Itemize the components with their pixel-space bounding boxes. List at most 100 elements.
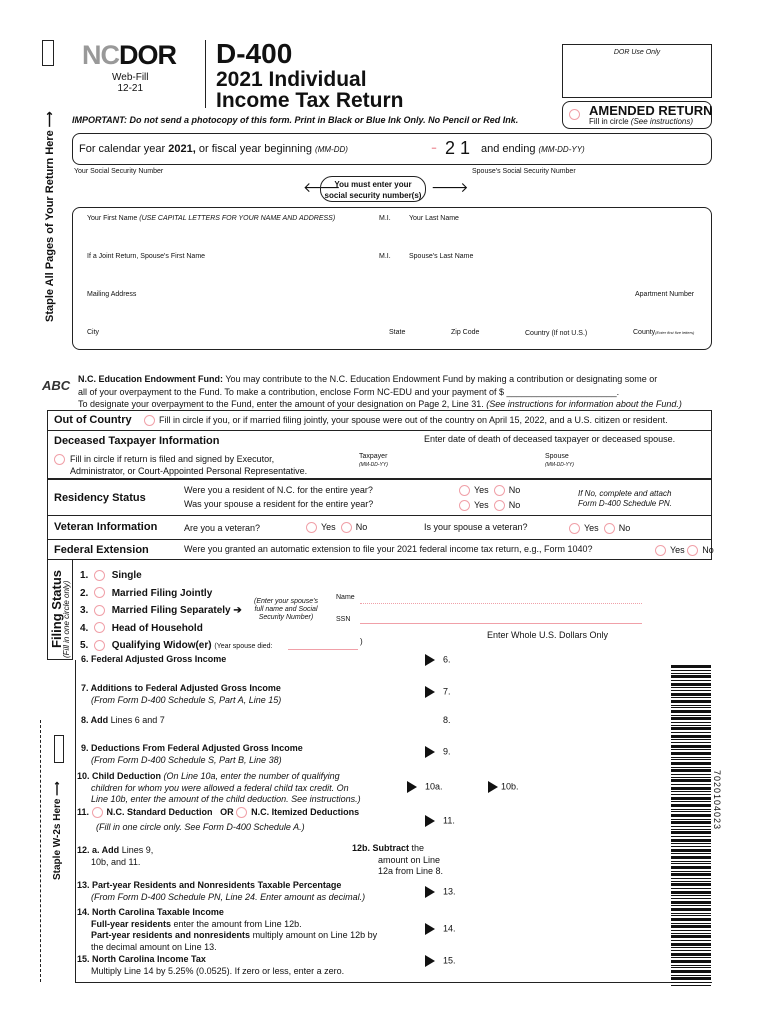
l12b3: 12a from Line 8. <box>378 866 444 876</box>
edu-line2: all of your overpayment to the Fund. To … <box>78 386 620 397</box>
barcode-bar <box>671 665 711 668</box>
amended-return[interactable]: AMENDED RETURN Fill in circle (See instr… <box>562 101 713 129</box>
barcode-bar <box>671 794 711 795</box>
amended-note2: (See instructions) <box>630 117 694 126</box>
out-of-country-option[interactable]: Fill in circle if you, or if married fil… <box>144 415 668 427</box>
filing-option-2[interactable]: 2. Married Filing Jointly <box>80 587 213 599</box>
res-no-circle[interactable] <box>493 485 505 497</box>
veteran-options[interactable]: Yes No <box>306 522 367 534</box>
l6: 6. Federal Adjusted Gross Income <box>81 654 227 664</box>
residency-q2-options[interactable]: Yes No <box>459 500 520 512</box>
sp-vet-yes-circle[interactable] <box>569 523 580 535</box>
filing-circle[interactable] <box>93 639 105 651</box>
executor-option[interactable]: Fill in circle if return is filed and si… <box>54 453 307 477</box>
l9s: (From Form D-400 Schedule S, Part B, Lin… <box>91 755 282 765</box>
no: No <box>508 485 521 495</box>
deceased-spouse-fmt: (MM-DD-YY) <box>545 462 574 468</box>
staple-w2-label: Staple W-2s Here <box>52 798 63 881</box>
residency-q1: Were you a resident of N.C. for the enti… <box>184 485 373 495</box>
barcode-bar <box>671 918 711 921</box>
arrow-icon <box>425 815 435 827</box>
arrow-right-icon: ➔ <box>233 605 242 616</box>
l8r: Lines 6 and 7 <box>108 715 165 725</box>
filing-option-5[interactable]: 5. Qualifying Widow(er) (Year spouse die… <box>80 639 273 651</box>
arrow-right-icon: 🡒 <box>431 179 469 195</box>
barcode-bar <box>671 814 711 817</box>
filing-status-sub: (Fill in one circle only) <box>62 580 71 658</box>
barcode-bar <box>671 900 711 904</box>
divider <box>47 478 712 480</box>
period-year-21: 2 1 <box>445 138 471 158</box>
staple-w2-text: Staple W-2s Here ⟶ <box>52 781 63 880</box>
executor-line1: Fill in circle if return is filed and si… <box>70 454 275 464</box>
vet-yes-circle[interactable] <box>306 522 317 534</box>
barcode-bar <box>671 749 711 750</box>
filing-option-4[interactable]: 4. Head of Household <box>80 622 203 634</box>
line-15: 15. North Carolina Income Tax Multiply Li… <box>77 953 344 977</box>
residency-q1-options[interactable]: Yes No <box>459 485 521 497</box>
form-title-1: 2021 Individual <box>216 68 367 91</box>
filing-option-1[interactable]: 1. Single <box>80 569 142 581</box>
barcode-bar <box>671 680 711 681</box>
barcode-bar <box>671 947 711 948</box>
l10s2: children for whom you were allowed a fed… <box>91 782 349 793</box>
country-label: Country (If not U.S.) <box>525 330 588 337</box>
web-fill-version: Web-Fill 12-21 <box>112 72 148 94</box>
edu-line3: To designate your overpayment to the Fun… <box>78 399 487 409</box>
barcode-bar <box>671 811 711 812</box>
extension-options[interactable]: Yes No <box>655 545 714 557</box>
spouse-ssn-field[interactable] <box>360 623 642 624</box>
res-note2: Form D-400 Schedule PN. <box>578 499 672 508</box>
l11or: OR <box>220 807 234 817</box>
sp-veteran-options[interactable]: Yes No <box>569 523 630 535</box>
sn2: full name and Social <box>254 606 318 613</box>
barcode-bar <box>671 957 711 958</box>
filing-circle[interactable] <box>93 587 105 599</box>
filing-circle[interactable] <box>93 569 105 581</box>
out-of-country-circle[interactable] <box>144 415 155 427</box>
ext-no-circle[interactable] <box>687 545 699 557</box>
staple-all-text: Staple All Pages of Your Return Here ⟶ <box>43 111 56 322</box>
extension-q: Were you granted an automatic extension … <box>184 544 593 554</box>
info-sections <box>47 410 712 560</box>
spouse-name-field[interactable] <box>360 603 642 604</box>
filing-option-3[interactable]: 3. Married Filing Separately ➔ <box>80 604 242 616</box>
line-14: 14. North Carolina Taxable Income Full-ye… <box>77 907 377 953</box>
executor-circle[interactable] <box>54 454 65 465</box>
form-number: D-400 <box>216 38 293 69</box>
period-suffix: or fiscal year beginning <box>195 143 316 155</box>
barcode-bar <box>671 776 711 778</box>
standard-circle[interactable] <box>91 807 103 819</box>
amended-circle[interactable] <box>569 109 580 120</box>
edu-fund: N.C. Education Endowment Fund: You may c… <box>78 373 682 411</box>
version: 12-21 <box>117 83 144 94</box>
sp-vet-no-circle[interactable] <box>603 523 615 535</box>
barcode-bar <box>671 707 711 708</box>
year-died-field[interactable] <box>288 649 358 650</box>
barcode-bar <box>671 942 711 946</box>
filing-circle[interactable] <box>93 604 105 616</box>
vet-no-circle[interactable] <box>340 522 352 534</box>
sp-res-yes-circle[interactable] <box>459 500 470 512</box>
sp-res-no-circle[interactable] <box>493 500 505 512</box>
res-yes-circle[interactable] <box>459 485 470 497</box>
bottom-border <box>75 982 712 983</box>
barcode-bar <box>671 826 711 827</box>
barcode-bar <box>671 940 711 941</box>
barcode-bar <box>671 883 711 886</box>
filing-circle[interactable] <box>93 622 105 634</box>
barcode-bar <box>671 856 711 859</box>
barcode-bar <box>671 898 711 899</box>
period-dash: - <box>431 137 437 157</box>
ext-yes-circle[interactable] <box>655 545 666 557</box>
barcode-bar <box>671 742 711 743</box>
barcode-bar <box>671 828 711 830</box>
line-12a: 12. a. Add Lines 9, 10b, and 11. <box>77 845 153 868</box>
no: No <box>702 545 714 555</box>
yes: Yes <box>474 485 489 495</box>
barcode-bar <box>671 922 711 924</box>
tax-period-box: For calendar year 2021, or fiscal year b… <box>72 133 712 165</box>
itemized-circle[interactable] <box>236 807 248 819</box>
deceased-spouse-label: Spouse <box>545 453 569 460</box>
first-name-note: (USE CAPITAL LETTERS FOR YOUR NAME AND A… <box>139 215 336 222</box>
